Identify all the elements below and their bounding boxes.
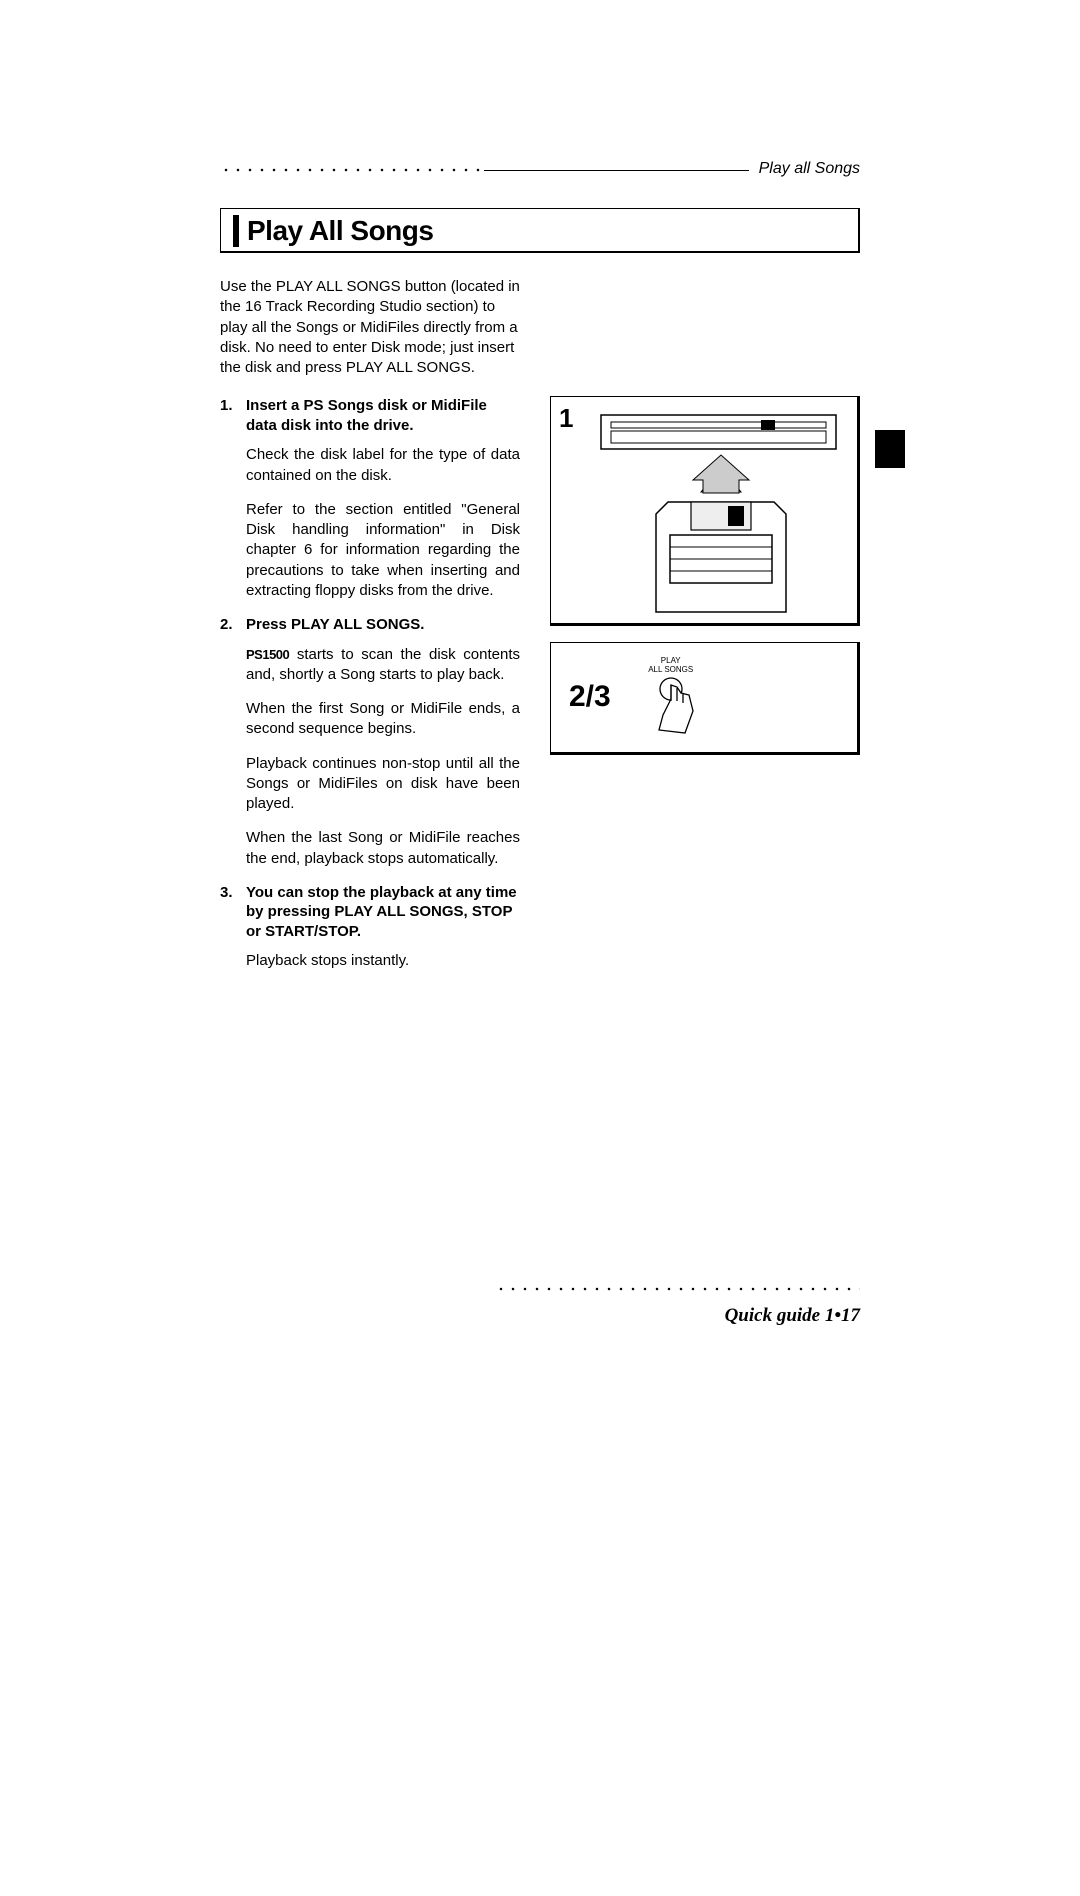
step-title: Press PLAY ALL SONGS. xyxy=(246,615,520,635)
step-paragraph: Check the disk label for the type of dat… xyxy=(246,445,520,486)
step-paragraph: Playback continues non-stop until all th… xyxy=(246,754,520,815)
page-footer: Quick guide 1•17 xyxy=(495,1287,860,1896)
figure-1: 1 xyxy=(550,396,860,626)
running-head: Play all Songs xyxy=(749,160,860,178)
play-all-songs-button-illustration: PLAY ALL SONGS xyxy=(641,657,701,737)
title-inner: Play All Songs xyxy=(233,215,846,247)
section-tab-marker xyxy=(875,430,905,468)
figure-1-label: 1 xyxy=(559,403,573,434)
footer-text: Quick guide 1•17 xyxy=(495,1305,860,1327)
step-heading: 1.Insert a PS Songs disk or MidiFile dat… xyxy=(220,396,520,435)
page-header: Play all Songs xyxy=(220,160,860,178)
press-button-icon xyxy=(641,675,701,735)
intro-paragraph: Use the PLAY ALL SONGS button (located i… xyxy=(220,277,520,378)
footer-dots xyxy=(495,1287,860,1293)
step-number: 1. xyxy=(220,396,246,435)
step-number: 3. xyxy=(220,883,246,942)
step-number: 2. xyxy=(220,615,246,635)
step-heading: 2.Press PLAY ALL SONGS. xyxy=(220,615,520,635)
button-label-line2: ALL SONGS xyxy=(641,666,701,675)
step-paragraph: When the first Song or MidiFile ends, a … xyxy=(246,699,520,740)
step-paragraph: Refer to the section entitled "General D… xyxy=(246,500,520,601)
page-title: Play All Songs xyxy=(247,215,846,247)
text-column: 1.Insert a PS Songs disk or MidiFile dat… xyxy=(220,396,520,985)
figure-2-3: 2/3 PLAY ALL SONGS xyxy=(550,642,860,754)
figure-column: 1 xyxy=(550,396,860,985)
disk-drive-illustration xyxy=(561,407,851,617)
figure-2-3-label: 2/3 xyxy=(569,680,611,714)
step-paragraph: When the last Song or MidiFile reaches t… xyxy=(246,828,520,869)
step-paragraph: Playback stops instantly. xyxy=(246,951,520,971)
header-rule xyxy=(484,170,748,171)
step-heading: 3.You can stop the playback at any time … xyxy=(220,883,520,942)
step-title: Insert a PS Songs disk or MidiFile data … xyxy=(246,396,520,435)
header-dots xyxy=(220,166,484,172)
step-title: You can stop the playback at any time by… xyxy=(246,883,520,942)
product-name: PS1500 xyxy=(246,647,289,662)
title-box: Play All Songs xyxy=(220,208,860,253)
content-columns: 1.Insert a PS Songs disk or MidiFile dat… xyxy=(220,396,860,985)
page-content: Play all Songs Play All Songs Use the PL… xyxy=(220,160,860,986)
step-paragraph: PS1500 starts to scan the disk contents … xyxy=(246,645,520,686)
